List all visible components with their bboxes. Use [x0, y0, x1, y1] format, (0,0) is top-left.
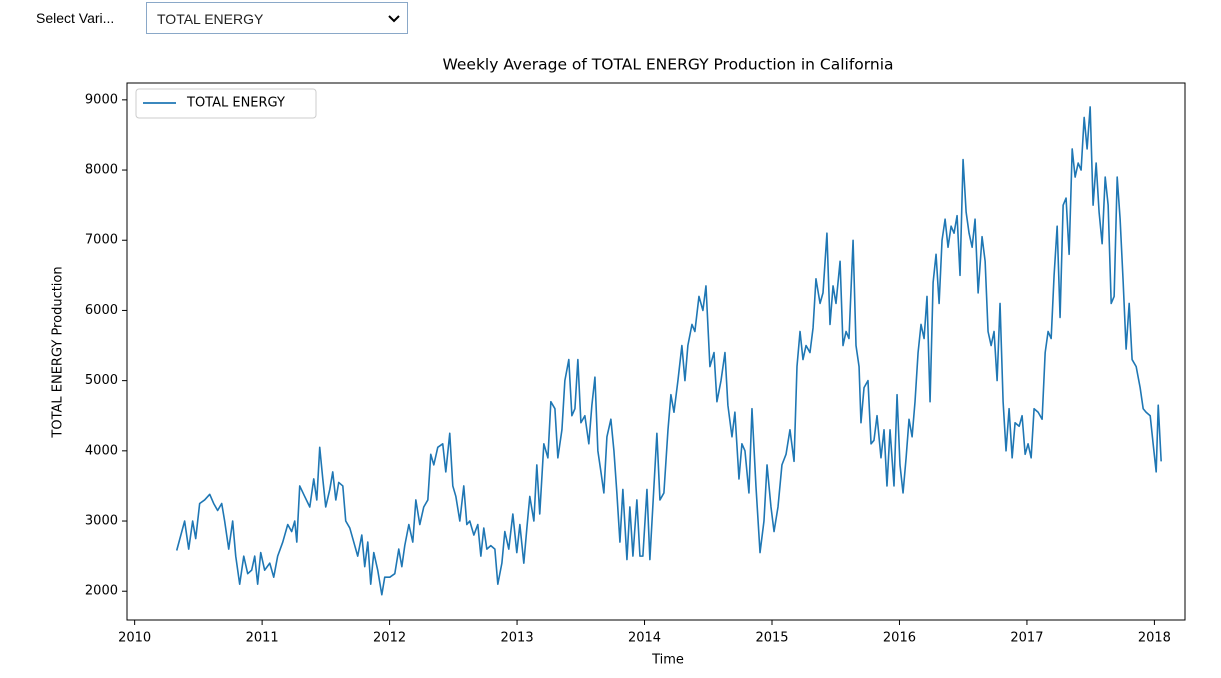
- y-tick-label: 4000: [85, 443, 118, 458]
- x-tick-label: 2013: [501, 631, 534, 646]
- dropdown-label: Select Vari...: [36, 10, 115, 26]
- plot-frame: [126, 82, 1186, 621]
- dropdown[interactable]: TOTAL ENERGY: [146, 2, 408, 34]
- y-axis-label: TOTAL ENERGY Production: [51, 266, 66, 438]
- chart-title: Weekly Average of TOTAL ENERGY Productio…: [442, 56, 893, 74]
- x-tick-label: 2015: [755, 631, 788, 646]
- y-tick-label: 8000: [85, 163, 118, 178]
- controls: Select Vari... TOTAL ENERGY: [0, 0, 1221, 40]
- y-tick-label: 7000: [85, 233, 118, 248]
- line-series: [175, 106, 1162, 596]
- x-tick-label: 2014: [628, 631, 661, 646]
- y-tick-label: 3000: [85, 514, 118, 529]
- legend: TOTAL ENERGY: [135, 88, 317, 119]
- y-tick-label: 2000: [85, 584, 118, 599]
- dropdown-arrow: [388, 15, 400, 23]
- x-tick-label: 2011: [246, 631, 279, 646]
- x-tick-label: 2018: [1138, 631, 1171, 646]
- x-tick-label: 2016: [883, 631, 916, 646]
- dropdown-value: TOTAL ENERGY: [157, 11, 264, 27]
- legend-box: [135, 88, 317, 119]
- x-axis-label: Time: [651, 653, 684, 668]
- x-tick-label: 2012: [373, 631, 406, 646]
- y-tick-label: 5000: [85, 373, 118, 388]
- x-tick-label: 2010: [118, 631, 151, 646]
- y-tick-label: 9000: [85, 92, 118, 107]
- legend-label: TOTAL ENERGY: [186, 96, 285, 111]
- x-tick-label: 2017: [1010, 631, 1043, 646]
- y-tick-label: 6000: [85, 303, 118, 318]
